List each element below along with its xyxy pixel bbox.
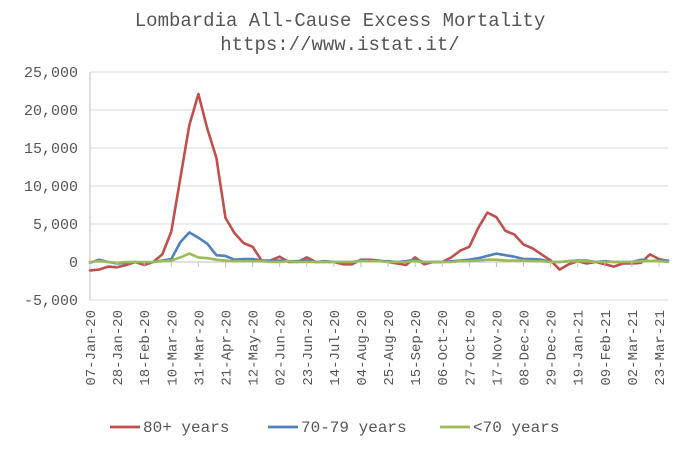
x-tick-label: 15-Sep-20 (409, 310, 425, 386)
x-tick-label: 18-Feb-20 (138, 310, 154, 386)
legend-label: 70-79 years (301, 419, 407, 437)
chart-title: Lombardia All-Cause Excess Mortality (135, 10, 545, 32)
x-tick-label: 23-Mar-21 (653, 310, 669, 386)
x-tick-label: 14-Jul-20 (328, 310, 344, 386)
x-tick-label: 25-Aug-20 (382, 310, 398, 386)
x-tick-label: 06-Oct-20 (436, 310, 452, 386)
y-tick-label: 5,000 (33, 217, 78, 234)
x-tick-label: 12-May-20 (247, 310, 263, 386)
legend-label: <70 years (473, 419, 559, 437)
legend: 80+ years 70-79 years <70 years (110, 419, 559, 437)
x-tick-label: 07-Jan-20 (84, 310, 100, 386)
series-lines (88, 92, 670, 272)
gridlines (89, 71, 668, 301)
x-tick-label: 08-Dec-20 (518, 310, 534, 386)
series-line (88, 252, 670, 265)
x-tick-label: 10-Mar-20 (165, 310, 181, 386)
x-tick-label: 27-Oct-20 (463, 310, 479, 386)
x-tick-label: 09-Feb-21 (599, 310, 615, 386)
y-tick-label: 20,000 (24, 103, 78, 120)
y-tick-label: 0 (69, 255, 78, 272)
series-line (88, 92, 670, 272)
x-tick-label: 17-Nov-20 (490, 310, 506, 386)
x-axis: 07-Jan-20 28-Jan-20 18-Feb-20 10-Mar-20 31-M… (84, 262, 669, 386)
x-tick-label: 21-Apr-20 (219, 310, 235, 386)
x-tick-label: 04-Aug-20 (355, 310, 371, 386)
y-tick-label: -5,000 (24, 293, 78, 310)
x-tick-label: 29-Dec-20 (545, 310, 561, 386)
y-tick-label: 25,000 (24, 65, 78, 82)
x-tick-label: 31-Mar-20 (192, 310, 208, 386)
x-tick-label: 23-Jun-20 (301, 310, 317, 386)
x-tick-label: 02-Mar-21 (626, 310, 642, 386)
x-tick-label: 28-Jan-20 (111, 310, 127, 386)
y-axis: -5,000 0 5,000 10,000 15,000 20,000 25,000 (24, 65, 78, 310)
x-tick-label: 02-Jun-20 (274, 310, 290, 386)
legend-label: 80+ years (143, 419, 229, 437)
chart-subtitle: https://www.istat.it/ (220, 34, 459, 56)
y-tick-label: 10,000 (24, 179, 78, 196)
y-tick-label: 15,000 (24, 141, 78, 158)
x-tick-label: 19-Jan-21 (572, 310, 588, 386)
